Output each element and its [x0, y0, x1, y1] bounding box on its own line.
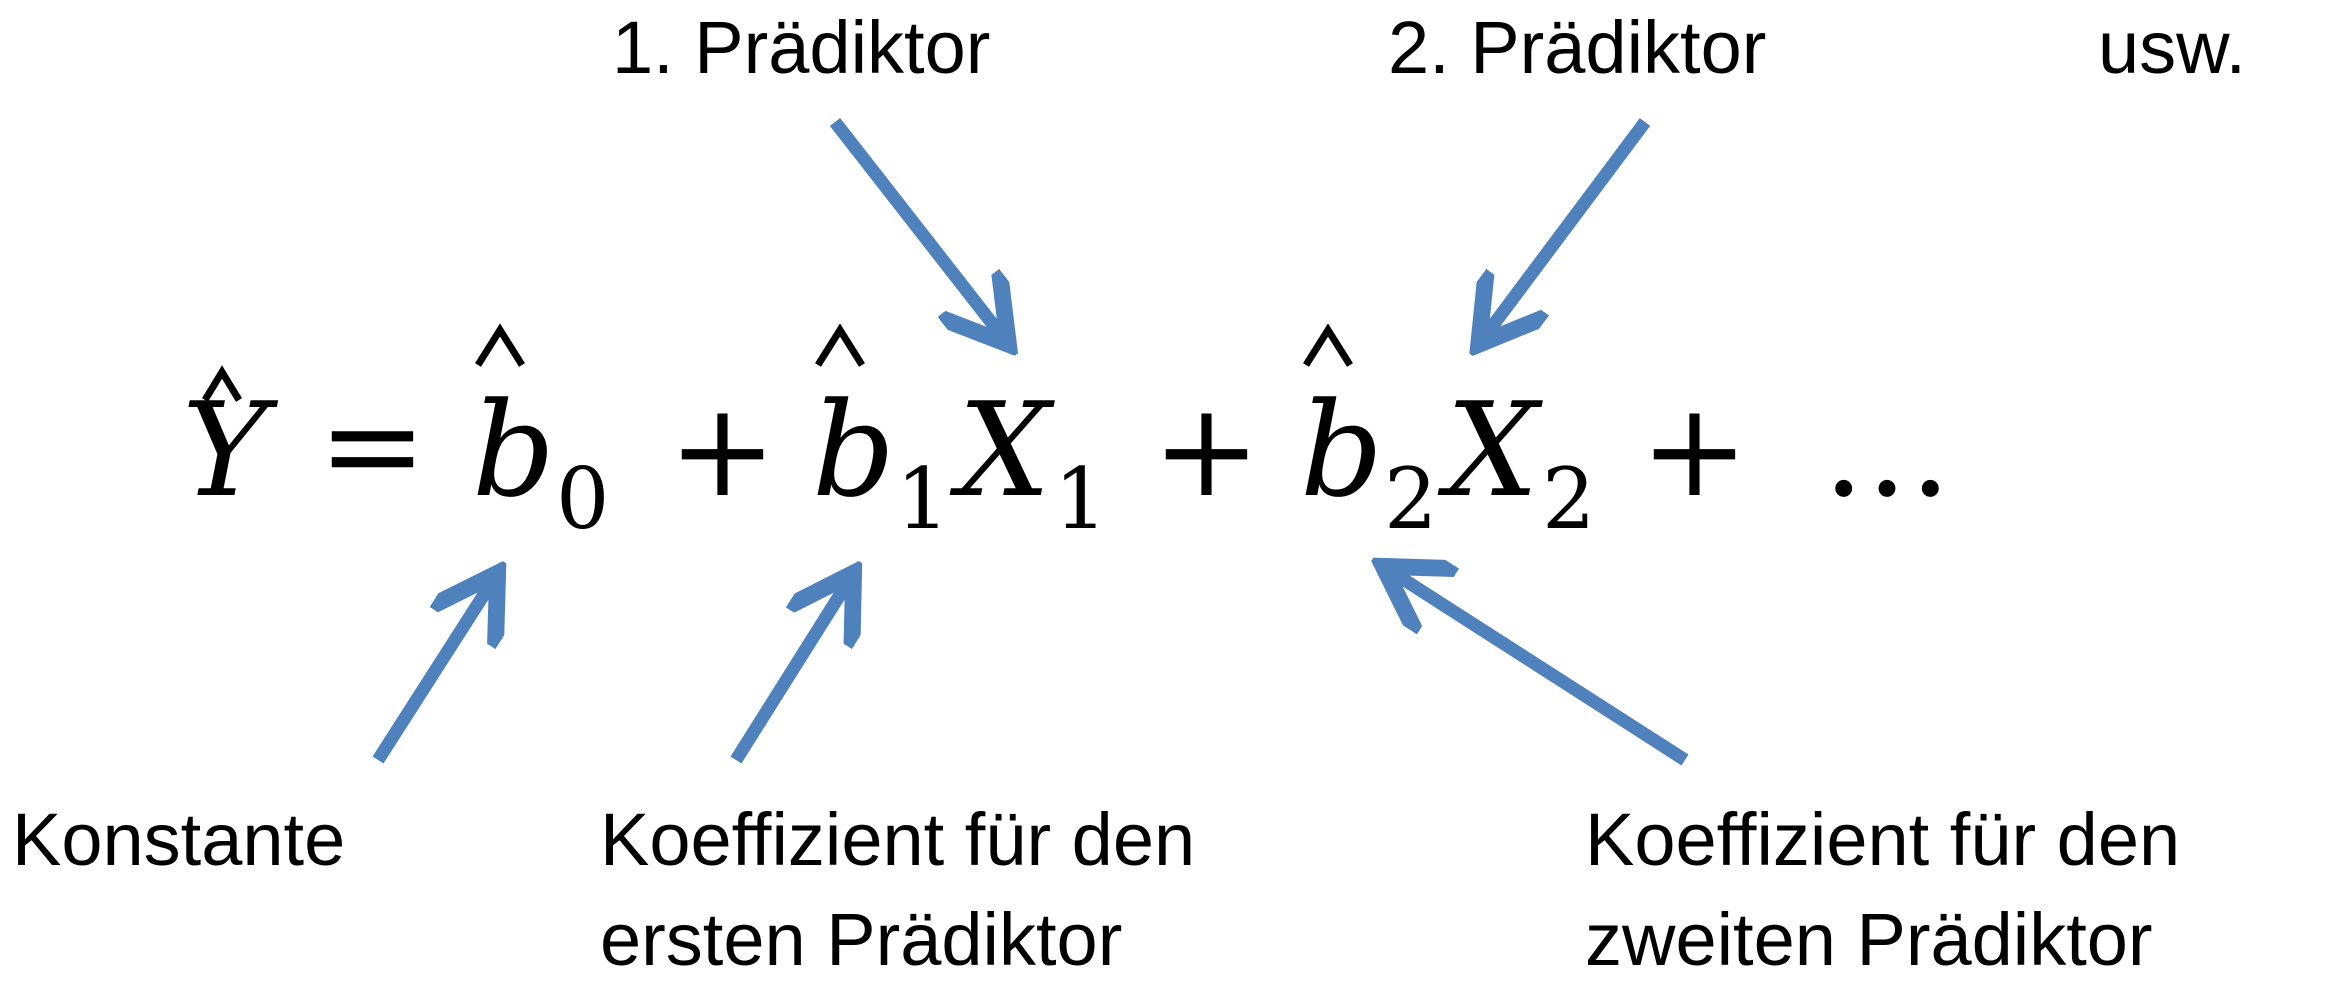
subscript-2: 2 — [1384, 450, 1437, 548]
b0-term: b 0 — [472, 323, 609, 548]
b-symbol: b — [1300, 374, 1383, 526]
arrow-to-x1 — [829, 118, 1002, 336]
plus-sign-2: + — [1152, 374, 1261, 526]
arrow-to-b2 — [1392, 572, 1689, 766]
label-second-coefficient: Koeffizient für den zweiten Prädiktor — [1585, 798, 2181, 981]
x-symbol: X — [949, 374, 1055, 526]
label-first-predictor: 1. Prädiktor — [612, 6, 991, 89]
y-symbol: Y — [182, 374, 279, 526]
arrow-to-x2 — [1485, 118, 1651, 336]
label-constant: Konstante — [12, 798, 346, 881]
plus-sign-3: + — [1640, 374, 1749, 526]
subscript-1: 1 — [896, 450, 949, 548]
label-second-predictor: 2. Prädiktor — [1388, 6, 1767, 89]
equals-sign: = — [318, 369, 427, 521]
subscript-2: 2 — [1542, 450, 1595, 548]
b-symbol: b — [812, 374, 895, 526]
y-hat: Y — [182, 365, 279, 526]
arrow-to-b1 — [730, 582, 848, 764]
equation: Y = b 0 + b 1 X 1 + b 2 X 2 + … — [182, 323, 1952, 548]
subscript-1: 1 — [1054, 450, 1107, 548]
subscript-0: 0 — [556, 450, 609, 548]
ellipsis: … — [1822, 374, 1952, 526]
x-symbol: X — [1437, 374, 1543, 526]
label-first-coefficient: Koeffizient für den ersten Prädiktor — [600, 798, 1196, 981]
b1x1-term: b 1 X 1 — [812, 323, 1107, 548]
label-etc: usw. — [2098, 6, 2247, 89]
plus-sign-1: + — [668, 374, 777, 526]
b2x2-term: b 2 X 2 — [1300, 323, 1595, 548]
arrow-to-b0 — [372, 582, 492, 764]
b-symbol: b — [472, 374, 555, 526]
